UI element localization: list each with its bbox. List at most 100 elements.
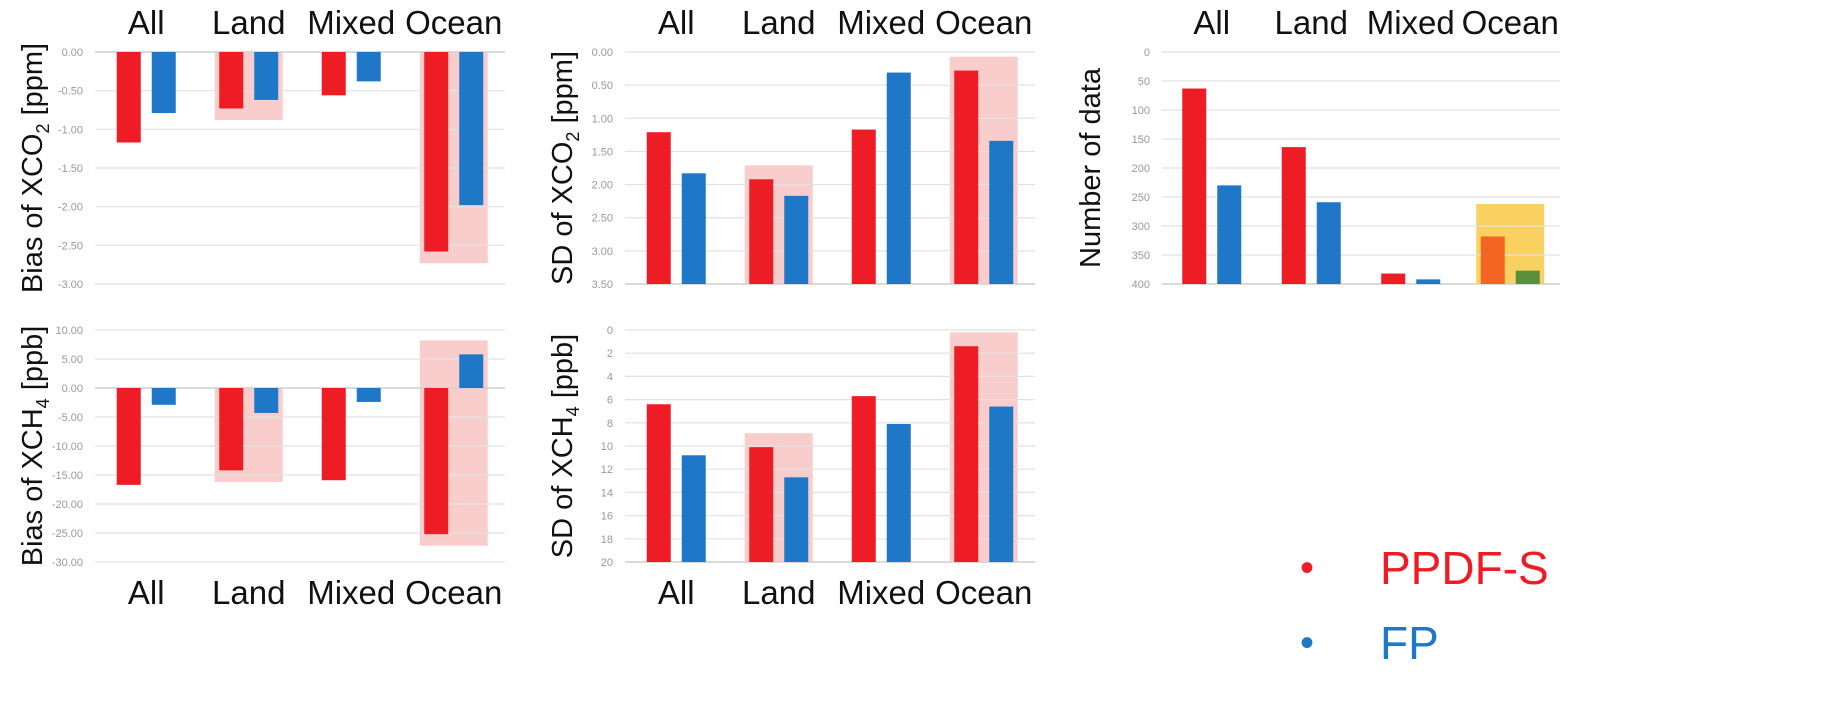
y-axis-label-main: Number of data	[1075, 67, 1107, 268]
category-label-all: All	[128, 4, 165, 41]
y-tick-label: 0	[1144, 47, 1150, 59]
bar-fp-mixed	[886, 72, 911, 284]
category-label-mixed: Mixed	[837, 574, 925, 611]
category-label-land: Land	[1275, 4, 1348, 41]
bar-ppdf-s-ocean	[954, 70, 979, 284]
legend-label-ppdf-s: PPDF-S	[1380, 541, 1549, 594]
y-tick-label: -5.00	[58, 412, 83, 424]
bar-fp-all	[681, 173, 706, 284]
y-tick-label: -1.00	[58, 124, 83, 136]
bar-fp-land	[1316, 202, 1341, 284]
bar-fp-mixed	[356, 52, 381, 82]
y-tick-label: -3.00	[58, 279, 83, 291]
y-tick-label: 18	[601, 534, 613, 546]
category-label-ocean: Ocean	[935, 574, 1032, 611]
y-tick-label: -25.00	[52, 528, 83, 540]
chart-sd-xco2: 0.00 0.50 1.00 1.50 2.00 2.50 3.00 3.50 All Land M…	[547, 4, 1035, 291]
y-tick-label: -1.50	[58, 163, 83, 175]
y-tick-label: 10	[601, 441, 613, 453]
y-tick-label: -30.00	[52, 557, 83, 569]
bar-fp-land	[254, 388, 279, 413]
y-tick-label: -2.00	[58, 202, 83, 214]
legend-item-fp: • FP	[1300, 605, 1549, 680]
bar-ppdf-s-land	[749, 447, 774, 562]
bar-fp-all	[681, 455, 706, 562]
bar-ppdf-s-mixed	[321, 52, 346, 96]
y-tick-label: 100	[1132, 105, 1150, 117]
bar-ppdf-s-all	[646, 404, 671, 562]
category-label-all: All	[658, 574, 695, 611]
y-tick-label: 3.50	[592, 279, 613, 291]
y-tick-label: 10.00	[55, 325, 83, 337]
legend: • PPDF-S • FP	[1300, 530, 1549, 680]
y-tick-label: 200	[1132, 163, 1150, 175]
category-label-all: All	[128, 574, 165, 611]
y-tick-label: 50	[1138, 76, 1150, 88]
bar-fp-ocean	[1515, 270, 1540, 284]
y-tick-label: 8	[607, 418, 613, 430]
y-tick-label: 5.00	[62, 354, 83, 366]
y-tick-label: 300	[1132, 221, 1150, 233]
bar-ppdf-s-ocean	[954, 346, 979, 562]
y-tick-label: -15.00	[52, 470, 83, 482]
bar-ppdf-s-all	[1182, 88, 1207, 284]
category-label-ocean: Ocean	[405, 4, 502, 41]
y-axis-label: Number of data	[1075, 67, 1107, 268]
y-axis-label: Bias of XCO2 [ppm]	[17, 43, 53, 293]
category-label-mixed: Mixed	[837, 4, 925, 41]
bar-fp-mixed	[886, 423, 911, 562]
y-axis-label-unit: [ppm]	[547, 51, 579, 132]
y-tick-label: 0.00	[62, 383, 83, 395]
y-axis-label-subscript: 2	[563, 132, 583, 142]
y-tick-label: 0.50	[592, 80, 613, 92]
bar-fp-all	[1217, 185, 1242, 284]
y-axis-label-main: SD of XCO	[547, 142, 579, 285]
y-tick-label: 16	[601, 511, 613, 523]
y-tick-label: 1.00	[592, 113, 613, 125]
y-tick-label: 0	[607, 325, 613, 337]
y-axis-label-main: SD of XCH	[547, 416, 579, 558]
y-tick-label: 250	[1132, 192, 1150, 204]
y-tick-label: 4	[607, 371, 613, 383]
y-axis-label-unit: [ppb]	[547, 334, 579, 407]
bar-ppdf-s-mixed	[851, 129, 876, 284]
y-axis-label-subscript: 4	[563, 406, 583, 416]
y-tick-label: -2.50	[58, 240, 83, 252]
y-tick-label: 2.00	[592, 180, 613, 192]
bar-fp-land	[254, 52, 279, 100]
y-axis-label-unit: [ppm]	[17, 43, 49, 124]
category-label-land: Land	[212, 574, 285, 611]
category-label-mixed: Mixed	[307, 4, 395, 41]
bar-ppdf-s-land	[1281, 147, 1306, 284]
y-tick-label: 20	[601, 557, 613, 569]
bar-fp-all	[151, 52, 176, 114]
category-label-land: Land	[742, 574, 815, 611]
y-tick-label: 14	[601, 487, 613, 499]
bar-fp-land	[784, 477, 809, 562]
category-label-ocean: Ocean	[1462, 4, 1559, 41]
legend-item-ppdf-s: • PPDF-S	[1300, 530, 1549, 605]
y-tick-label: -20.00	[52, 499, 83, 511]
category-label-land: Land	[212, 4, 285, 41]
y-tick-label: 3.00	[592, 246, 613, 258]
y-axis-label-unit: [ppb]	[17, 326, 49, 399]
bar-fp-land	[784, 195, 809, 284]
y-axis-label-subscript: 4	[33, 398, 53, 408]
y-tick-label: -0.50	[58, 86, 83, 98]
legend-label-fp: FP	[1380, 616, 1439, 669]
chart-sd-xch4: 0 2 4 6 8 10 12 14 16 18 20 All Land Mixed Ocean SD of …	[547, 325, 1035, 611]
y-axis-label-main: Bias of XCO	[17, 134, 49, 294]
y-tick-label: 12	[601, 464, 613, 476]
bar-ppdf-s-land	[749, 179, 774, 284]
legend-bullet-fp: •	[1300, 620, 1315, 665]
category-label-land: Land	[742, 4, 815, 41]
chart-number-of-data: 0 50 100 150 200 250 300 350 400 All Land Mixed Ocea…	[1075, 4, 1560, 291]
bar-ppdf-s-mixed	[851, 396, 876, 562]
legend-bullet-ppdf-s: •	[1300, 545, 1315, 590]
category-label-mixed: Mixed	[1367, 4, 1455, 41]
y-tick-label: 400	[1132, 279, 1150, 291]
category-label-all: All	[1193, 4, 1230, 41]
category-label-all: All	[658, 4, 695, 41]
y-tick-label: 1.50	[592, 146, 613, 158]
y-axis-label: SD of XCO2 [ppm]	[547, 51, 583, 285]
